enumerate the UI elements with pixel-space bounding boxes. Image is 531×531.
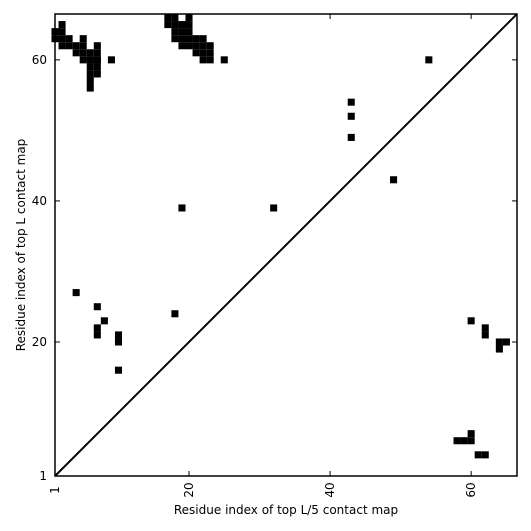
lower-contact-cell <box>453 437 461 445</box>
upper-contact-cell <box>390 176 398 184</box>
contact-cells <box>51 14 510 459</box>
lower-contact-cell <box>93 331 101 339</box>
upper-contact-cell <box>86 63 94 71</box>
upper-contact-cell <box>171 35 179 43</box>
lower-contact-cell <box>467 437 475 445</box>
lower-contact-cell <box>495 345 503 353</box>
upper-contact-cell <box>178 21 186 29</box>
upper-contact-cell <box>79 42 87 50</box>
upper-contact-cell <box>347 98 355 106</box>
upper-contact-cell <box>86 49 94 57</box>
upper-contact-cell <box>206 42 214 50</box>
upper-contact-cell <box>93 70 101 78</box>
upper-contact-cell <box>185 21 193 29</box>
upper-contact-cell <box>178 35 186 43</box>
upper-contact-cell <box>192 49 200 57</box>
upper-contact-cell <box>178 42 186 50</box>
upper-contact-cell <box>206 49 214 57</box>
upper-contact-cell <box>72 49 80 57</box>
upper-contact-cell <box>206 56 214 64</box>
lower-contact-cell <box>502 338 510 346</box>
upper-contact-cell <box>347 112 355 120</box>
upper-contact-cell <box>171 28 179 36</box>
upper-contact-cell <box>93 56 101 64</box>
upper-contact-cell <box>199 35 207 43</box>
upper-contact-cell <box>164 14 172 22</box>
upper-contact-cell <box>199 56 207 64</box>
upper-contact-cell <box>86 70 94 78</box>
diagonal-line <box>54 13 518 477</box>
y-axis-label: Residue index of top L contact map <box>14 139 28 352</box>
upper-contact-cell <box>164 21 172 29</box>
lower-contact-cell <box>114 366 123 374</box>
upper-contact-cell <box>58 28 66 36</box>
upper-contact-cell <box>199 49 207 57</box>
upper-contact-cell <box>93 63 101 71</box>
lower-contact-cell <box>481 324 489 332</box>
upper-contact-cell <box>425 56 433 64</box>
upper-contact-cell <box>79 35 87 43</box>
upper-contact-cell <box>185 35 193 43</box>
lower-contact-cell <box>114 331 123 339</box>
upper-contact-cell <box>58 35 66 43</box>
upper-contact-cell <box>270 204 278 212</box>
upper-contact-cell <box>178 28 186 36</box>
upper-contact-cell <box>185 42 193 50</box>
lower-contact-cell <box>100 317 108 325</box>
upper-contact-cell <box>178 204 186 212</box>
x-tick-label: 60 <box>464 482 478 497</box>
upper-contact-cell <box>171 14 179 22</box>
y-tick-label: 1 <box>39 469 47 483</box>
upper-contact-cell <box>72 42 80 50</box>
upper-contact-cell <box>79 49 87 57</box>
lower-contact-cell <box>171 310 179 318</box>
upper-contact-cell <box>171 21 179 29</box>
lower-contact-cell <box>474 451 482 459</box>
upper-contact-cell <box>107 56 115 64</box>
upper-contact-cell <box>220 56 228 64</box>
lower-contact-cell <box>460 437 468 445</box>
y-tick-label: 20 <box>32 335 47 349</box>
y-tick-label: 40 <box>32 194 47 208</box>
upper-contact-cell <box>93 49 101 57</box>
x-axis-label: Residue index of top L/5 contact map <box>174 503 398 517</box>
lower-contact-cell <box>114 338 123 346</box>
upper-contact-cell <box>86 77 94 85</box>
lower-contact-cell <box>495 338 503 346</box>
y-tick-label: 60 <box>32 53 47 67</box>
upper-contact-cell <box>79 56 87 64</box>
upper-contact-cell <box>86 56 94 64</box>
lower-contact-cell <box>467 430 475 438</box>
lower-contact-cell <box>481 331 489 339</box>
upper-contact-cell <box>86 84 94 92</box>
upper-contact-cell <box>347 133 355 141</box>
upper-contact-cell <box>93 42 101 50</box>
lower-contact-cell <box>481 451 489 459</box>
lower-contact-cell <box>93 303 101 311</box>
x-tick-label: 1 <box>48 486 62 494</box>
upper-contact-cell <box>65 35 73 43</box>
x-tick-label: 20 <box>182 482 196 497</box>
upper-contact-cell <box>199 42 207 50</box>
upper-contact-cell <box>58 21 66 29</box>
upper-contact-cell <box>58 42 66 50</box>
upper-contact-cell <box>185 28 193 36</box>
axis-ticks: 1 20 40 60 1 20 40 60 <box>32 14 517 498</box>
upper-contact-cell <box>192 42 200 50</box>
lower-contact-cell <box>467 317 475 325</box>
upper-contact-cell <box>192 35 200 43</box>
x-tick-label: 40 <box>323 482 337 497</box>
upper-contact-cell <box>65 42 73 50</box>
lower-contact-cell <box>72 289 80 297</box>
lower-contact-cell <box>93 324 101 332</box>
plot-frame <box>54 13 518 477</box>
